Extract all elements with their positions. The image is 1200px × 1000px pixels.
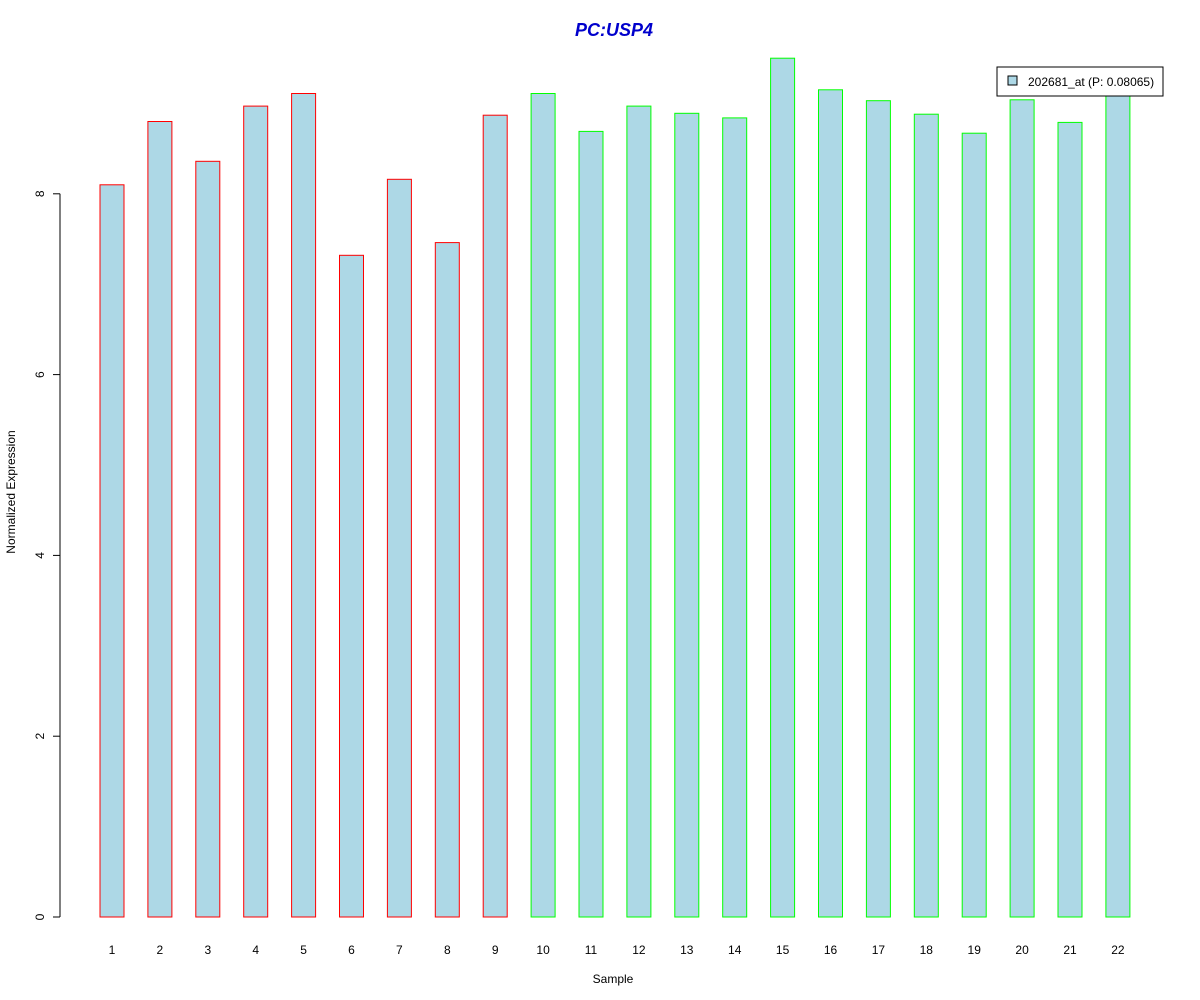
x-tick-label: 4 (252, 943, 259, 957)
x-tick-label: 18 (920, 943, 934, 957)
bar-sample-3 (195, 160, 221, 918)
x-tick-label: 14 (728, 943, 742, 957)
x-tick-label: 20 (1015, 943, 1029, 957)
y-tick-label: 4 (33, 552, 47, 559)
y-axis-title: Normalized Expression (4, 430, 18, 553)
bar-sample-19 (961, 132, 987, 918)
bar-sample-1 (99, 184, 125, 918)
chart-title: PC:USP4 (575, 20, 653, 40)
bar-sample-18 (913, 113, 939, 918)
y-tick-label: 0 (33, 913, 47, 920)
bar-sample-12 (626, 105, 652, 918)
y-tick-label: 8 (33, 190, 47, 197)
x-tick-label: 17 (872, 943, 886, 957)
bar-sample-10 (530, 93, 556, 918)
bar-sample-16 (818, 89, 843, 918)
x-tick-label: 2 (157, 943, 164, 957)
x-tick-label: 21 (1063, 943, 1077, 957)
bar-sample-22 (1105, 92, 1131, 918)
x-tick-labels: 1 2 3 4 5 6 7 8 9 10 11 12 13 14 15 16 17 18 19 20 21 22 (109, 943, 1125, 957)
x-tick-label: 12 (632, 943, 646, 957)
x-tick-label: 10 (536, 943, 550, 957)
x-tick-label: 13 (680, 943, 694, 957)
bar-sample-17 (865, 100, 891, 918)
x-tick-label: 7 (396, 943, 403, 957)
y-axis: 0 2 4 6 8 (33, 190, 61, 920)
bars-group (99, 57, 1131, 918)
x-tick-label: 19 (968, 943, 982, 957)
x-tick-label: 8 (444, 943, 451, 957)
legend-box (996, 66, 1164, 97)
bar-sample-2 (147, 121, 173, 918)
legend-label: 202681_at (P: 0.08065) (1028, 75, 1154, 89)
bar-sample-15 (770, 57, 796, 918)
y-tick-label: 6 (33, 371, 47, 378)
bar-sample-13 (674, 112, 700, 918)
x-axis-title: Sample (593, 972, 634, 986)
x-tick-label: 16 (824, 943, 838, 957)
bar-sample-4 (243, 105, 269, 918)
x-tick-label: 5 (300, 943, 307, 957)
bar-sample-8 (434, 242, 460, 918)
x-tick-label: 15 (776, 943, 790, 957)
bar-sample-20 (1009, 99, 1035, 918)
x-tick-label: 22 (1111, 943, 1125, 957)
bar-sample-7 (386, 178, 412, 918)
bar-sample-11 (578, 130, 604, 918)
legend: 202681_at (P: 0.08065) (996, 66, 1164, 97)
bar-sample-6 (339, 254, 364, 918)
legend-swatch (1007, 75, 1018, 86)
bar-sample-21 (1057, 121, 1083, 918)
bar-sample-9 (482, 114, 508, 918)
x-tick-label: 3 (204, 943, 211, 957)
x-tick-label: 6 (348, 943, 355, 957)
y-tick-label: 2 (33, 733, 47, 740)
x-tick-label: 1 (109, 943, 116, 957)
x-tick-label: 9 (492, 943, 499, 957)
bar-sample-5 (291, 93, 317, 918)
x-tick-label: 11 (585, 943, 598, 957)
bar-sample-14 (722, 117, 748, 918)
